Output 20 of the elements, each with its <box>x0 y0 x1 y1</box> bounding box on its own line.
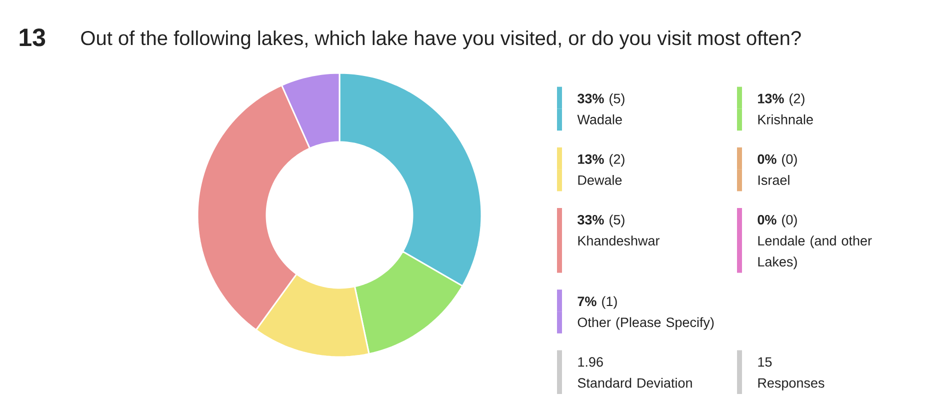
text: 13 <box>20 28 46 46</box>
data-label: 33% (5) <box>578 214 624 228</box>
text: Responses <box>758 378 824 390</box>
legend-label: Other (Please Specify) <box>578 317 714 330</box>
chart-title: Out of the following lakes, which lake have you visited, or do you visit most often? <box>81 30 801 50</box>
text: 1.96 <box>578 357 603 367</box>
legend-label: Israel <box>758 175 790 185</box>
text: 0% (0) <box>758 154 797 167</box>
data-label: 13% (2) <box>578 154 624 167</box>
text: 15 <box>758 357 772 367</box>
data-label: 33% (5) <box>578 93 624 106</box>
data-label: 13% (2) <box>758 93 804 106</box>
legend-label: Dewale <box>578 175 622 185</box>
legend-label: Wadale <box>577 114 622 124</box>
text: 0% (0) <box>758 214 797 228</box>
legend-label: Lendale (and other Lakes) <box>758 236 872 270</box>
legend-label: Khandeshwar <box>578 236 660 246</box>
text: Standard Deviation <box>578 378 692 388</box>
legend-label: Krishnale <box>758 114 813 124</box>
data-label: 7% (1) <box>578 296 617 309</box>
